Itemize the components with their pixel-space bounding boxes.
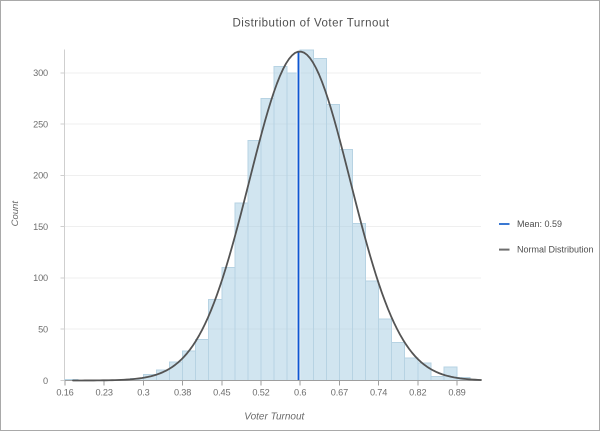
svg-text:0.38: 0.38 <box>174 388 191 398</box>
svg-text:0.89: 0.89 <box>448 388 465 398</box>
svg-text:250: 250 <box>33 119 48 129</box>
svg-text:0.45: 0.45 <box>213 388 230 398</box>
svg-text:0.67: 0.67 <box>331 388 348 398</box>
svg-text:150: 150 <box>33 222 48 232</box>
svg-text:Distribution of Voter Turnout: Distribution of Voter Turnout <box>232 17 389 29</box>
svg-text:Count: Count <box>10 201 21 227</box>
svg-text:200: 200 <box>33 171 48 181</box>
svg-text:0: 0 <box>43 376 48 386</box>
svg-text:100: 100 <box>33 273 48 283</box>
svg-text:Mean: 0.59: Mean: 0.59 <box>517 219 562 229</box>
svg-text:0.82: 0.82 <box>409 388 426 398</box>
svg-text:0.74: 0.74 <box>370 388 387 398</box>
svg-text:Voter Turnout: Voter Turnout <box>244 412 305 423</box>
svg-text:0.52: 0.52 <box>252 388 269 398</box>
svg-text:0.3: 0.3 <box>137 388 149 398</box>
svg-text:50: 50 <box>38 325 48 335</box>
svg-text:0.16: 0.16 <box>56 388 73 398</box>
svg-text:0.6: 0.6 <box>294 388 306 398</box>
svg-text:Normal Distribution: Normal Distribution <box>517 245 594 255</box>
svg-text:300: 300 <box>33 68 48 78</box>
svg-text:0.23: 0.23 <box>96 388 113 398</box>
